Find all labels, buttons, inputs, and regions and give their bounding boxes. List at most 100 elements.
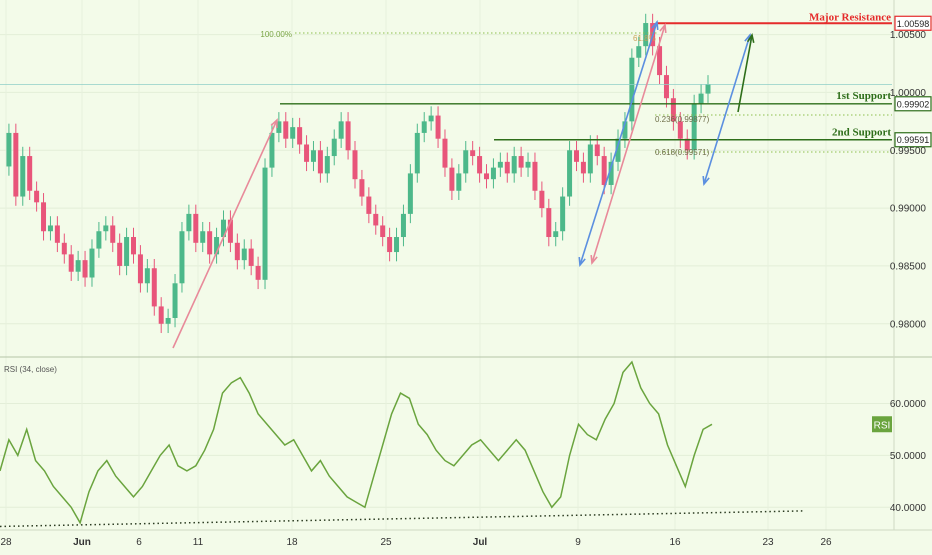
candle-body <box>214 237 220 255</box>
blue-arrow-projection-head <box>702 175 710 186</box>
fib-label: 100.00% <box>260 30 292 39</box>
candle-body <box>27 156 33 191</box>
candle-body <box>304 144 310 162</box>
candle-body <box>151 268 157 307</box>
candle-body <box>615 138 621 162</box>
candle-body <box>61 242 67 255</box>
fib-label: 61.8% <box>633 34 656 43</box>
candle-body <box>186 213 192 232</box>
blue-arrow-impulse-head <box>578 256 586 267</box>
candle-body <box>255 265 261 280</box>
price-tag-value: 0.99591 <box>897 135 930 145</box>
candle-body <box>317 150 323 174</box>
second-support-label: 2nd Support <box>832 127 891 139</box>
candle-body <box>511 156 517 174</box>
candle-body <box>248 248 254 266</box>
candle-body <box>622 121 628 139</box>
candle-body <box>490 167 496 180</box>
grid-lines <box>0 0 892 530</box>
candle-body <box>380 225 386 238</box>
candle-body <box>75 260 81 272</box>
candle-body <box>560 196 566 232</box>
candle-body <box>338 121 344 139</box>
candle-body <box>290 127 296 139</box>
candle-body <box>241 248 247 261</box>
candle-body <box>269 132 275 168</box>
candle-body <box>504 161 510 174</box>
candle-body <box>131 237 137 255</box>
candle-body <box>657 46 663 76</box>
candle-body <box>373 213 379 226</box>
candle-body <box>394 237 400 253</box>
price-tick-label: 0.99500 <box>890 146 927 157</box>
candle-body <box>580 161 586 174</box>
candle-body <box>13 132 19 197</box>
candle-body <box>567 150 573 197</box>
candle-body <box>193 213 199 243</box>
price-tag-value: 1.00598 <box>897 19 930 29</box>
time-tick-label: Jul <box>473 537 488 548</box>
candle-body <box>663 75 669 99</box>
pink-arrow-impulse-head <box>659 23 667 34</box>
candle-body <box>283 121 289 139</box>
candle-body <box>684 138 690 151</box>
candle-body <box>698 93 704 105</box>
price-tick-label: 1.00500 <box>890 30 927 41</box>
blue-arrow-projection <box>703 34 751 185</box>
candle-body <box>497 161 503 168</box>
overlay-annotations: 100.00% 61.8% 0.236(0.99877) 0.618(0.99571)… <box>172 11 932 349</box>
candlesticks <box>0 13 892 334</box>
time-tick-label: 18 <box>286 537 298 548</box>
time-tick-label: 6 <box>136 537 142 548</box>
candle-body <box>179 231 185 284</box>
candle-body <box>331 138 337 157</box>
candle-body <box>89 248 95 278</box>
candle-body <box>144 268 150 284</box>
rsi-legend-label: RSI (34, close) <box>4 365 57 374</box>
blue-arrow-impulse <box>579 21 658 266</box>
candle-body <box>594 144 600 157</box>
candle-body <box>400 213 406 238</box>
candle-body <box>442 138 448 168</box>
candle-body <box>456 173 462 191</box>
candle-body <box>54 225 60 243</box>
candle-body <box>359 179 365 197</box>
rsi-pane: RSI <box>0 360 892 528</box>
candle-body <box>414 132 420 174</box>
candle-body <box>227 219 233 243</box>
major-resistance-label: Major Resistance <box>809 11 891 23</box>
candle-body <box>525 161 531 168</box>
candle-body <box>587 144 593 174</box>
candle-body <box>110 225 116 243</box>
blue-arrow-impulse-head <box>651 20 659 31</box>
candle-body <box>518 156 524 168</box>
candle-body <box>124 237 130 266</box>
price-tick-label: 0.98500 <box>890 261 927 272</box>
candle-body <box>47 225 53 232</box>
time-tick-label: 23 <box>762 537 774 548</box>
green-arrow-target-head <box>746 32 755 43</box>
candle-body <box>553 231 559 238</box>
rsi-tick-label: 60.0000 <box>890 399 927 410</box>
time-tick-label: Jun <box>73 537 91 548</box>
candle-body <box>96 231 102 249</box>
candle-body <box>546 208 552 238</box>
candle-body <box>103 225 109 232</box>
price-tag-box <box>894 132 932 148</box>
time-tick-label: 11 <box>193 537 204 548</box>
time-tick-label: 28 <box>0 537 12 548</box>
candle-body <box>137 254 143 284</box>
candle-body <box>165 317 171 324</box>
candle-body <box>34 190 40 203</box>
rsi-trendline <box>0 510 806 528</box>
candle-body <box>41 202 47 232</box>
fib-label: 0.618(0.99571) <box>655 148 710 157</box>
candle-body <box>220 219 226 238</box>
rsi-value-label: RSI <box>874 420 891 431</box>
candle-body <box>470 150 476 157</box>
price-tag-box <box>894 15 932 31</box>
green-arrow-target <box>737 34 753 113</box>
candle-body <box>68 254 74 272</box>
